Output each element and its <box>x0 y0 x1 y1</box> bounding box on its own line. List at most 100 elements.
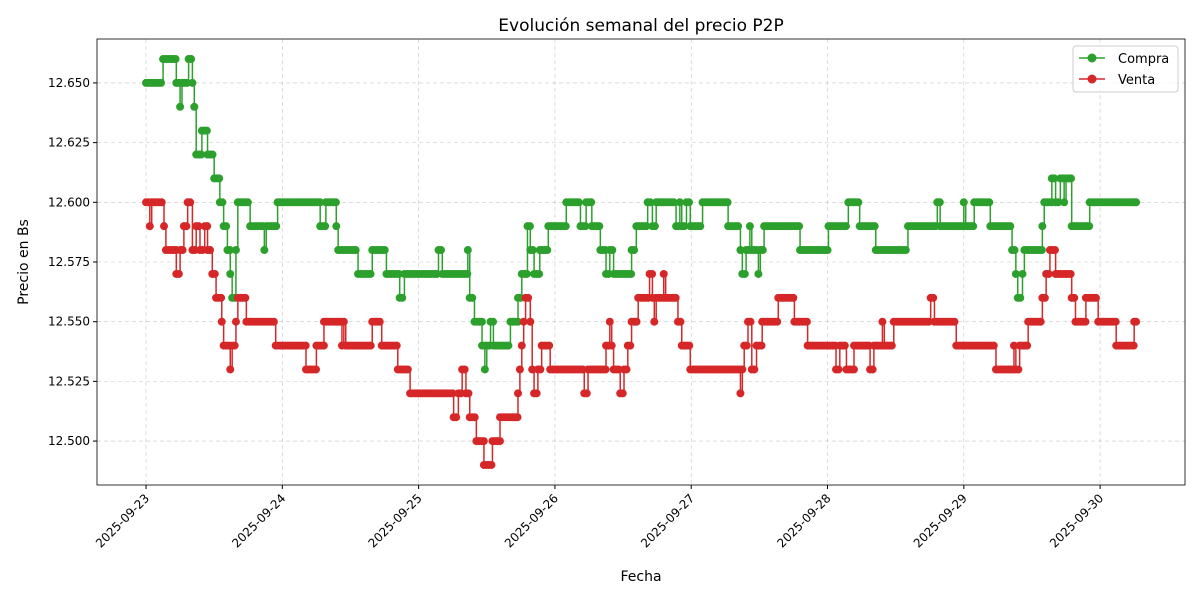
data-point-compra <box>225 246 234 255</box>
data-point-compra <box>398 293 407 302</box>
data-point-compra <box>380 246 389 255</box>
data-point-venta <box>241 293 250 302</box>
data-point-compra <box>561 222 570 231</box>
data-point-compra <box>581 222 590 231</box>
data-point-compra <box>854 198 863 207</box>
data-point-venta <box>659 269 668 278</box>
legend-label-venta: Venta <box>1118 73 1155 88</box>
data-point-compra <box>197 150 206 159</box>
data-point-compra <box>480 365 489 374</box>
series-markers <box>142 55 1141 469</box>
data-point-compra <box>823 246 832 255</box>
data-point-venta <box>924 317 933 326</box>
chart-title: Evolución semanal del precio P2P <box>498 16 783 36</box>
data-point-venta <box>186 198 195 207</box>
data-point-venta <box>648 269 657 278</box>
data-point-compra <box>187 55 196 64</box>
y-axis-label: Precio en Bs <box>16 219 32 305</box>
data-point-compra <box>331 198 340 207</box>
data-point-compra <box>745 222 754 231</box>
data-point-venta <box>868 365 877 374</box>
data-point-compra <box>1060 198 1069 207</box>
y-tick-label: 12.575 <box>48 255 90 269</box>
legend-marker-compra <box>1087 53 1097 63</box>
data-point-compra <box>870 222 879 231</box>
data-point-compra <box>841 222 850 231</box>
data-point-venta <box>464 389 473 398</box>
y-tick-label: 12.500 <box>48 434 90 448</box>
data-point-compra <box>463 269 472 278</box>
data-point-venta <box>773 317 782 326</box>
data-point-compra <box>1006 222 1015 231</box>
data-point-venta <box>524 293 533 302</box>
data-point-venta <box>514 389 523 398</box>
data-point-venta <box>1091 293 1100 302</box>
data-point-venta <box>607 341 616 350</box>
data-point-venta <box>750 365 759 374</box>
data-point-compra <box>436 246 445 255</box>
data-point-compra <box>1050 174 1059 183</box>
data-point-compra <box>208 150 217 159</box>
data-point-compra <box>332 222 341 231</box>
data-point-compra <box>1010 246 1019 255</box>
data-point-venta <box>685 341 694 350</box>
data-point-compra <box>226 269 235 278</box>
data-point-compra <box>642 222 651 231</box>
data-point-venta <box>1111 317 1120 326</box>
data-point-compra <box>959 198 968 207</box>
data-point-venta <box>339 317 348 326</box>
data-point-venta <box>676 317 685 326</box>
data-point-venta <box>840 341 849 350</box>
data-point-venta <box>178 246 187 255</box>
data-point-compra <box>222 222 231 231</box>
data-point-compra <box>1067 174 1076 183</box>
data-point-compra <box>394 269 403 278</box>
data-point-venta <box>605 317 614 326</box>
data-point-compra <box>463 246 472 255</box>
data-point-venta <box>532 389 541 398</box>
data-point-compra <box>157 78 166 87</box>
data-point-venta <box>1009 341 1018 350</box>
data-point-venta <box>217 293 226 302</box>
data-point-compra <box>513 317 522 326</box>
legend-marker-venta <box>1087 74 1097 84</box>
data-point-compra <box>595 222 604 231</box>
data-point-venta <box>392 341 401 350</box>
data-point-compra <box>1011 269 1020 278</box>
legend: Compra Venta <box>1072 45 1179 93</box>
data-point-compra <box>1038 222 1047 231</box>
data-point-venta <box>269 317 278 326</box>
data-point-venta <box>515 365 524 374</box>
data-point-compra <box>231 246 240 255</box>
data-point-compra <box>969 222 978 231</box>
data-point-venta <box>452 413 461 422</box>
data-point-venta <box>789 293 798 302</box>
data-point-venta <box>849 365 858 374</box>
data-point-venta <box>989 341 998 350</box>
data-point-compra <box>680 222 689 231</box>
data-point-compra <box>176 102 185 111</box>
y-axis-ticks: 12.500 12.525 12.550 12.575 12.600 12.625 12.6… <box>48 76 97 448</box>
data-point-venta <box>626 341 635 350</box>
data-point-compra <box>587 198 596 207</box>
y-tick-label: 12.650 <box>48 76 90 90</box>
data-point-venta <box>1014 365 1023 374</box>
data-point-compra <box>608 246 617 255</box>
data-point-venta <box>878 317 887 326</box>
data-point-venta <box>157 198 166 207</box>
data-point-venta <box>1044 269 1053 278</box>
data-point-compra <box>528 246 537 255</box>
data-point-venta <box>650 317 659 326</box>
data-point-compra <box>935 198 944 207</box>
data-point-venta <box>182 222 191 231</box>
data-point-compra <box>1037 246 1046 255</box>
data-point-venta <box>834 365 843 374</box>
data-point-venta <box>210 269 219 278</box>
data-point-compra <box>696 222 705 231</box>
data-point-venta <box>487 460 496 469</box>
data-point-venta <box>802 317 811 326</box>
data-point-venta <box>217 317 226 326</box>
data-point-compra <box>675 198 684 207</box>
